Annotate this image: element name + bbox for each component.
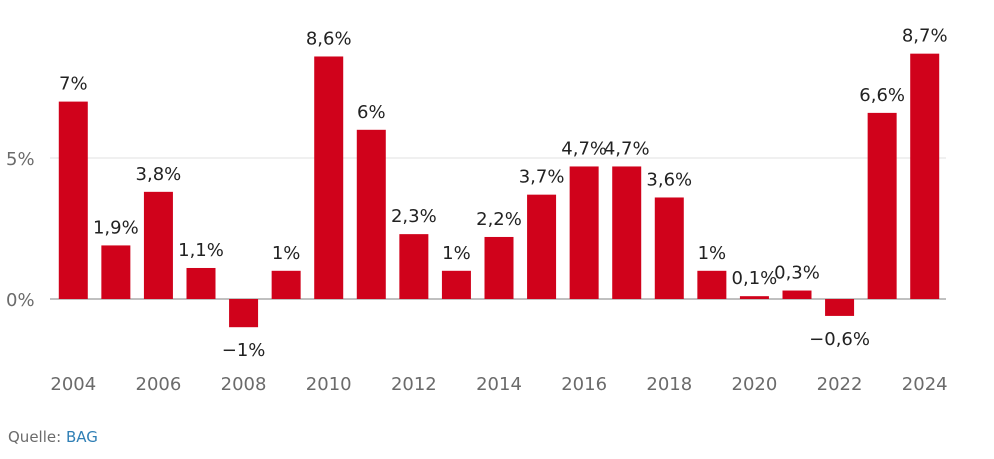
data-label-2010: 8,6%: [306, 28, 352, 49]
x-tick-label: 2024: [902, 374, 948, 395]
data-label-2005: 1,9%: [93, 217, 139, 238]
data-label-2004: 7%: [59, 74, 88, 95]
x-axis: 2004 2006 2008 2010 2012 2014 2016 2018 2020 2022…: [50, 374, 947, 395]
bar-2018: [654, 197, 684, 299]
data-label-2009: 1%: [272, 243, 301, 264]
data-label-2007: 1,1%: [178, 240, 224, 261]
y-tick-label: 0%: [6, 290, 35, 311]
data-label-2020: 0,1%: [732, 268, 778, 289]
x-tick-label: 2014: [476, 374, 522, 395]
x-tick-label: 2020: [732, 374, 778, 395]
bar-2016: [569, 166, 599, 299]
x-tick-label: 2012: [391, 374, 437, 395]
data-label-2011: 6%: [357, 102, 386, 123]
y-axis: 0% 5%: [6, 149, 35, 311]
bar-2021: [782, 290, 812, 299]
data-label-2021: 0,3%: [774, 263, 820, 284]
data-label-2014: 2,2%: [476, 209, 522, 230]
x-tick-label: 2004: [50, 374, 96, 395]
data-labels: 7%1,9%3,8%1,1%−1%1%8,6%6%2,3%1%2,2%3,7%4…: [59, 26, 948, 362]
bar-2023: [867, 112, 897, 299]
bar-2004: [58, 101, 88, 299]
bar-2009: [271, 270, 301, 299]
bar-2017: [612, 166, 642, 299]
bars: [58, 53, 940, 328]
data-label-2023: 6,6%: [859, 85, 905, 106]
bar-2010: [314, 56, 344, 300]
bar-2011: [356, 129, 386, 299]
bar-2007: [186, 267, 216, 299]
bar-2022: [825, 299, 855, 316]
x-tick-label: 2006: [136, 374, 182, 395]
data-label-2018: 3,6%: [646, 169, 692, 190]
data-label-2019: 1%: [698, 243, 727, 264]
bar-2008: [229, 299, 259, 328]
source-label: Quelle:: [8, 428, 62, 446]
data-label-2017: 4,7%: [604, 138, 650, 159]
data-label-2022: −0,6%: [809, 329, 870, 350]
bar-2024: [910, 53, 940, 299]
bar-2005: [101, 245, 131, 299]
bar-2015: [527, 194, 557, 299]
x-tick-label: 2008: [221, 374, 267, 395]
bar-2012: [399, 234, 429, 299]
source-note: Quelle: BAG: [8, 428, 98, 446]
data-label-2013: 1%: [442, 243, 471, 264]
x-tick-label: 2016: [561, 374, 607, 395]
bar-2006: [143, 191, 173, 299]
data-label-2012: 2,3%: [391, 206, 437, 227]
bar-2014: [484, 236, 514, 299]
bar-2013: [441, 270, 471, 299]
data-label-2024: 8,7%: [902, 26, 948, 47]
x-tick-label: 2018: [646, 374, 692, 395]
data-label-2015: 3,7%: [519, 167, 565, 188]
y-tick-label: 5%: [6, 149, 35, 170]
x-tick-label: 2022: [817, 374, 863, 395]
data-label-2008: −1%: [222, 340, 266, 361]
data-label-2016: 4,7%: [561, 138, 607, 159]
x-tick-label: 2010: [306, 374, 352, 395]
data-label-2006: 3,8%: [136, 164, 182, 185]
bar-2020: [739, 296, 769, 299]
bar-chart: 7%1,9%3,8%1,1%−1%1%8,6%6%2,3%1%2,2%3,7%4…: [6, 26, 948, 395]
source-link[interactable]: BAG: [65, 428, 98, 446]
bar-2019: [697, 270, 727, 299]
